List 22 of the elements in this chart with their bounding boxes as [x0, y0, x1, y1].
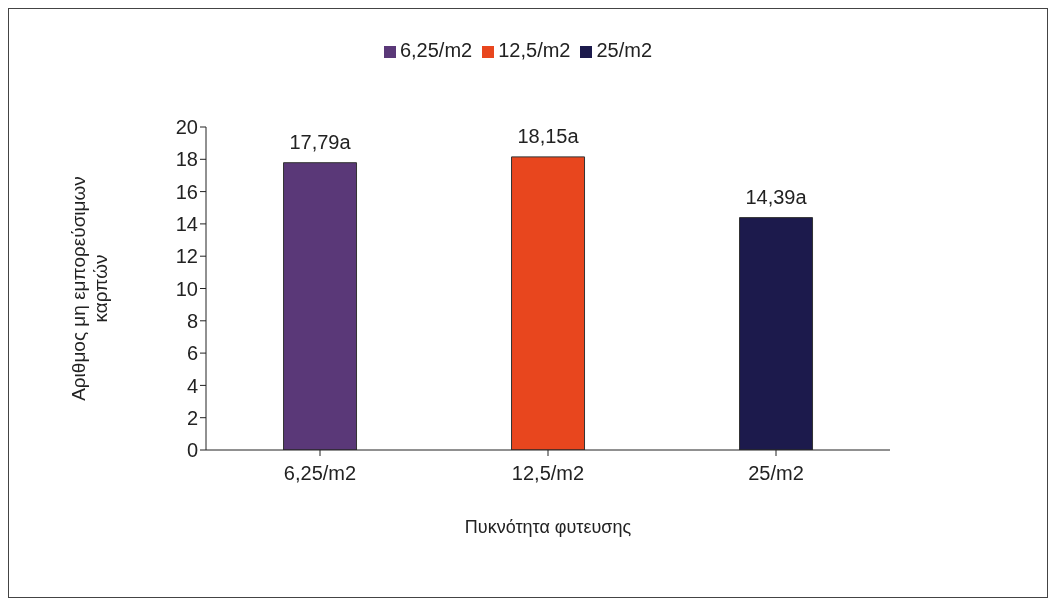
- y-tick-label: 20: [175, 116, 198, 139]
- y-tick-label: 16: [175, 180, 198, 203]
- data-label: 18,15a: [517, 124, 580, 147]
- x-axis-title: Πυκνότητα φυτευσης: [464, 516, 632, 537]
- data-label: 14,39a: [745, 185, 808, 208]
- y-tick-label: 6: [186, 342, 198, 365]
- x-tick-label: 12,5/m2: [511, 462, 585, 485]
- legend-label: 6,25/m2: [399, 39, 473, 61]
- data-label: 17,79a: [289, 130, 352, 153]
- y-tick-label: 18: [175, 148, 198, 171]
- legend-label: 12,5/m2: [498, 39, 571, 61]
- y-tick-label: 4: [186, 374, 198, 397]
- y-axis-title: Αριθμος μη εμπορεύσιμων καρπών: [68, 176, 111, 401]
- x-tick-label: 25/m2: [748, 462, 804, 485]
- y-tick-label: 14: [175, 213, 198, 235]
- legend-label: 25/m2: [596, 39, 653, 61]
- y-tick-label: 10: [175, 277, 198, 300]
- y-tick-label: 2: [186, 406, 198, 429]
- x-tick-label: 6,25/m2: [283, 462, 357, 485]
- y-tick-label: 12: [175, 245, 198, 268]
- y-tick-label: 8: [186, 309, 198, 332]
- y-tick-label: 0: [186, 439, 198, 462]
